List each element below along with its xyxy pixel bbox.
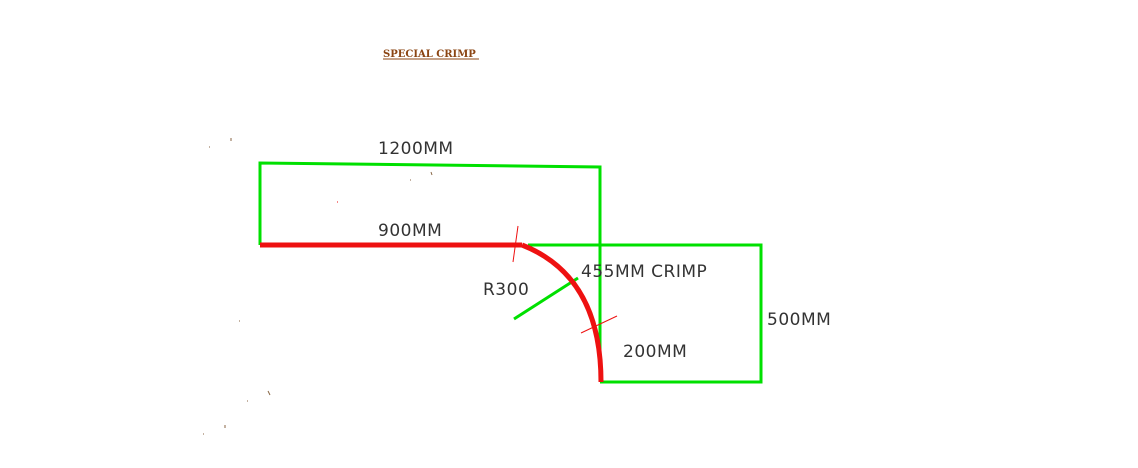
tangent-tick-bottom: [580, 315, 618, 334]
drawing-title: SPECIAL CRIMP: [383, 49, 476, 60]
flat-length-label: 900MM: [378, 221, 442, 241]
radius-leader-line: [513, 276, 579, 321]
right-height-label: 500MM: [767, 310, 831, 330]
top-width-label: 1200MM: [378, 139, 454, 159]
right-outline: [528, 243, 763, 384]
upper-outline: [258, 161, 602, 245]
crimp-length-label: 455MM CRIMP: [581, 262, 707, 282]
tangent-tick-top: [512, 225, 519, 263]
crimp-arc: [521, 242, 604, 383]
stray-marks: [203, 138, 433, 435]
radius-label: R300: [483, 280, 529, 300]
bottom-drop-label: 200MM: [623, 342, 687, 362]
